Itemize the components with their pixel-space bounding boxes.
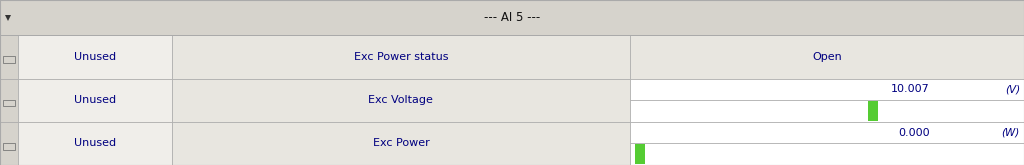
Bar bbox=[3, 100, 15, 106]
Text: 0.000: 0.000 bbox=[898, 128, 930, 138]
Text: Unused: Unused bbox=[74, 95, 117, 105]
Text: Unused: Unused bbox=[74, 138, 117, 148]
Bar bbox=[630, 122, 1024, 143]
Text: Open: Open bbox=[812, 52, 842, 62]
Text: --- AI 5 ---: --- AI 5 --- bbox=[484, 11, 540, 24]
Bar bbox=[18, 35, 172, 79]
Bar bbox=[868, 101, 879, 121]
Text: Exc Voltage: Exc Voltage bbox=[369, 95, 433, 105]
Bar bbox=[0, 122, 18, 165]
Bar bbox=[0, 79, 18, 122]
Bar bbox=[172, 35, 630, 79]
Text: (V): (V) bbox=[1005, 84, 1020, 94]
Bar bbox=[172, 79, 630, 122]
Bar bbox=[630, 143, 1024, 165]
Bar bbox=[630, 79, 1024, 100]
Text: Unused: Unused bbox=[74, 52, 117, 62]
Text: (W): (W) bbox=[1001, 128, 1020, 138]
Bar bbox=[3, 143, 15, 149]
Bar bbox=[630, 100, 1024, 122]
Bar bbox=[0, 0, 1024, 35]
Bar bbox=[18, 122, 172, 165]
Bar bbox=[18, 79, 172, 122]
Bar bbox=[630, 35, 1024, 79]
Text: Exc Power status: Exc Power status bbox=[353, 52, 449, 62]
Bar bbox=[172, 122, 630, 165]
Bar bbox=[635, 144, 645, 164]
Bar bbox=[3, 56, 15, 63]
Text: Exc Power: Exc Power bbox=[373, 138, 429, 148]
Text: 10.007: 10.007 bbox=[891, 84, 930, 94]
Bar bbox=[0, 35, 18, 79]
